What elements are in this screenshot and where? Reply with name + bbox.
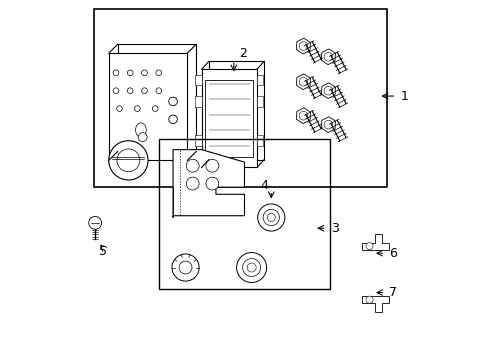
Circle shape xyxy=(242,258,260,276)
Circle shape xyxy=(116,106,122,111)
Circle shape xyxy=(205,159,218,172)
Bar xyxy=(94,9,386,187)
Polygon shape xyxy=(321,117,335,132)
Bar xyxy=(195,75,201,85)
Circle shape xyxy=(365,243,372,249)
Circle shape xyxy=(299,42,307,50)
Circle shape xyxy=(113,70,119,76)
Bar xyxy=(195,96,201,107)
Text: 2: 2 xyxy=(238,47,246,60)
Circle shape xyxy=(152,106,158,111)
Circle shape xyxy=(134,106,140,111)
Circle shape xyxy=(257,204,285,231)
Polygon shape xyxy=(321,83,335,99)
Circle shape xyxy=(236,252,266,283)
Bar xyxy=(257,96,263,107)
Polygon shape xyxy=(362,234,388,249)
Polygon shape xyxy=(296,108,310,123)
Circle shape xyxy=(186,177,199,190)
Circle shape xyxy=(324,120,332,129)
Circle shape xyxy=(172,254,199,281)
Circle shape xyxy=(88,216,102,229)
Bar xyxy=(195,135,201,146)
Circle shape xyxy=(168,115,177,123)
Circle shape xyxy=(142,88,147,94)
Circle shape xyxy=(299,111,307,120)
Polygon shape xyxy=(362,296,388,312)
Circle shape xyxy=(117,149,140,172)
Bar xyxy=(159,139,329,289)
Circle shape xyxy=(127,88,133,94)
Polygon shape xyxy=(321,49,335,64)
Circle shape xyxy=(156,70,162,76)
Circle shape xyxy=(186,159,199,172)
Circle shape xyxy=(365,296,372,303)
Circle shape xyxy=(263,210,279,226)
Ellipse shape xyxy=(135,123,146,137)
Circle shape xyxy=(246,263,256,272)
Circle shape xyxy=(179,261,192,274)
Circle shape xyxy=(205,177,218,190)
Circle shape xyxy=(142,70,147,76)
Text: 1: 1 xyxy=(400,90,408,103)
Text: 7: 7 xyxy=(388,286,396,299)
Bar xyxy=(257,135,263,146)
Bar xyxy=(205,80,253,157)
Text: 5: 5 xyxy=(99,245,107,258)
Circle shape xyxy=(299,77,307,86)
Circle shape xyxy=(108,141,148,180)
Polygon shape xyxy=(201,69,257,167)
Circle shape xyxy=(113,88,119,94)
Polygon shape xyxy=(173,150,244,217)
Circle shape xyxy=(156,88,162,94)
Circle shape xyxy=(324,86,332,95)
Ellipse shape xyxy=(138,133,147,141)
Text: 6: 6 xyxy=(388,247,396,260)
Circle shape xyxy=(127,70,133,76)
Circle shape xyxy=(168,97,177,106)
Bar xyxy=(257,75,263,85)
Polygon shape xyxy=(296,74,310,90)
Polygon shape xyxy=(296,38,310,54)
Text: 4: 4 xyxy=(260,179,267,192)
Polygon shape xyxy=(108,53,187,160)
Text: 3: 3 xyxy=(330,222,338,235)
Polygon shape xyxy=(118,44,196,152)
Circle shape xyxy=(266,213,275,222)
Polygon shape xyxy=(208,62,264,159)
Circle shape xyxy=(324,53,332,61)
